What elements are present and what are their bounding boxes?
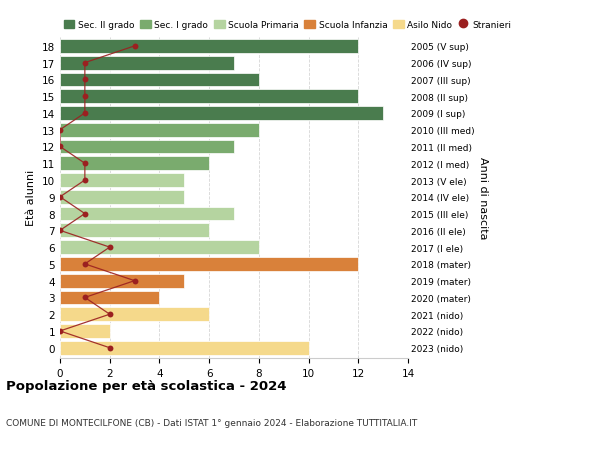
Bar xyxy=(60,157,209,171)
Bar xyxy=(60,224,209,238)
Text: COMUNE DI MONTECILFONE (CB) - Dati ISTAT 1° gennaio 2024 - Elaborazione TUTTITAL: COMUNE DI MONTECILFONE (CB) - Dati ISTAT… xyxy=(6,418,417,427)
Bar xyxy=(60,90,358,104)
Point xyxy=(105,244,115,251)
Bar xyxy=(60,308,209,321)
Bar xyxy=(60,325,110,338)
Point xyxy=(80,261,89,268)
Bar xyxy=(60,123,259,137)
Point xyxy=(80,77,89,84)
Bar xyxy=(60,140,234,154)
Point xyxy=(55,328,65,335)
Point xyxy=(80,294,89,302)
Bar xyxy=(60,207,234,221)
Bar xyxy=(60,174,184,187)
Point xyxy=(80,210,89,218)
Legend: Sec. II grado, Sec. I grado, Scuola Primaria, Scuola Infanzia, Asilo Nido, Stran: Sec. II grado, Sec. I grado, Scuola Prim… xyxy=(60,17,515,34)
Bar xyxy=(60,257,358,271)
Bar xyxy=(60,56,234,70)
Text: Popolazione per età scolastica - 2024: Popolazione per età scolastica - 2024 xyxy=(6,380,287,392)
Point xyxy=(55,194,65,201)
Point xyxy=(80,93,89,101)
Y-axis label: Anni di nascita: Anni di nascita xyxy=(478,156,488,239)
Point xyxy=(80,60,89,67)
Bar xyxy=(60,40,358,54)
Bar xyxy=(60,73,259,87)
Point xyxy=(80,160,89,168)
Point xyxy=(130,43,139,50)
Point xyxy=(55,227,65,235)
Y-axis label: Età alunni: Età alunni xyxy=(26,169,37,225)
Point xyxy=(130,277,139,285)
Bar xyxy=(60,341,308,355)
Point xyxy=(105,344,115,352)
Point xyxy=(55,127,65,134)
Bar xyxy=(60,291,160,305)
Point xyxy=(80,110,89,118)
Point xyxy=(105,311,115,318)
Bar xyxy=(60,107,383,121)
Bar xyxy=(60,190,184,204)
Point xyxy=(55,144,65,151)
Point xyxy=(80,177,89,185)
Bar xyxy=(60,241,259,254)
Bar xyxy=(60,274,184,288)
